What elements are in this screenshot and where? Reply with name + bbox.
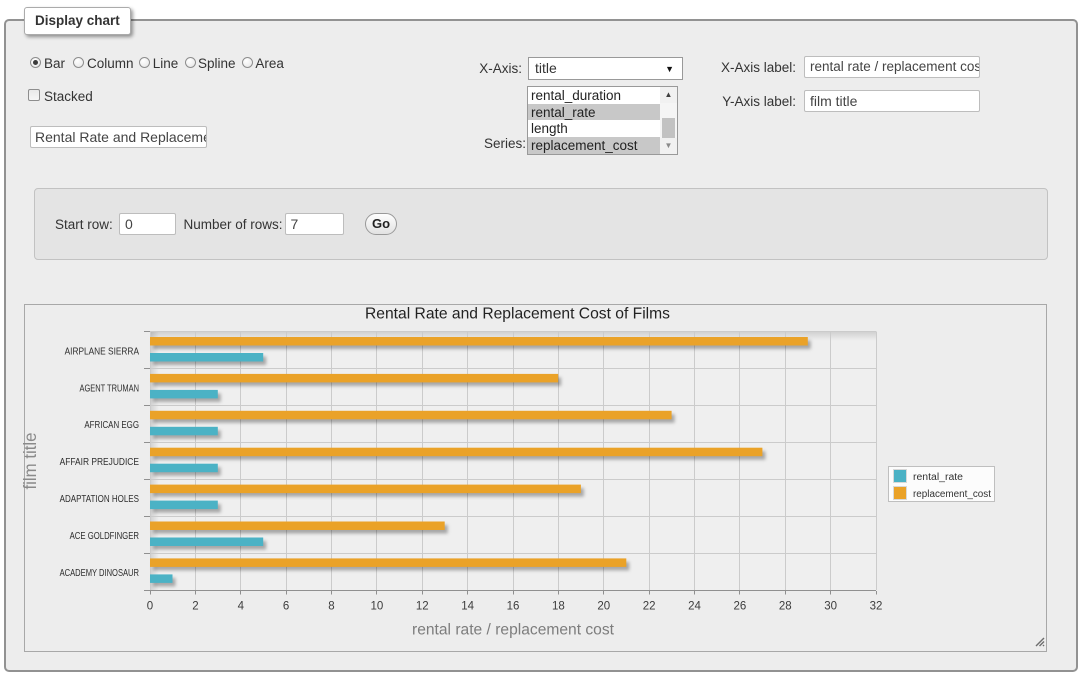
- svg-text:ACADEMY DINOSAUR: ACADEMY DINOSAUR: [60, 568, 139, 579]
- svg-text:AIRPLANE SIERRA: AIRPLANE SIERRA: [65, 346, 140, 357]
- svg-text:18: 18: [552, 601, 565, 613]
- svg-text:16: 16: [507, 601, 520, 613]
- svg-text:2: 2: [192, 601, 198, 613]
- svg-text:AGENT TRUMAN: AGENT TRUMAN: [80, 383, 140, 394]
- svg-text:0: 0: [147, 601, 153, 613]
- svg-text:24: 24: [688, 601, 701, 613]
- svg-text:14: 14: [461, 601, 474, 613]
- svg-text:20: 20: [597, 601, 610, 613]
- svg-text:28: 28: [779, 601, 792, 613]
- svg-text:Rental Rate and Replacement Co: Rental Rate and Replacement Cost of Film…: [365, 306, 670, 323]
- svg-text:rental rate / replacement cost: rental rate / replacement cost: [412, 622, 615, 639]
- svg-text:film title: film title: [20, 433, 40, 490]
- svg-text:10: 10: [371, 601, 384, 613]
- svg-text:6: 6: [283, 601, 289, 613]
- svg-text:22: 22: [643, 601, 656, 613]
- svg-text:32: 32: [870, 601, 883, 613]
- svg-text:AFRICAN EGG: AFRICAN EGG: [84, 420, 139, 431]
- svg-text:ADAPTATION HOLES: ADAPTATION HOLES: [60, 494, 140, 505]
- svg-text:replacement_cost: replacement_cost: [913, 489, 991, 500]
- svg-text:12: 12: [416, 601, 429, 613]
- svg-text:ACE GOLDFINGER: ACE GOLDFINGER: [70, 531, 139, 542]
- svg-text:4: 4: [238, 601, 245, 613]
- svg-text:AFFAIR PREJUDICE: AFFAIR PREJUDICE: [60, 457, 140, 468]
- svg-text:26: 26: [734, 601, 747, 613]
- svg-text:8: 8: [328, 601, 334, 613]
- svg-text:30: 30: [824, 601, 837, 613]
- svg-text:rental_rate: rental_rate: [913, 472, 963, 483]
